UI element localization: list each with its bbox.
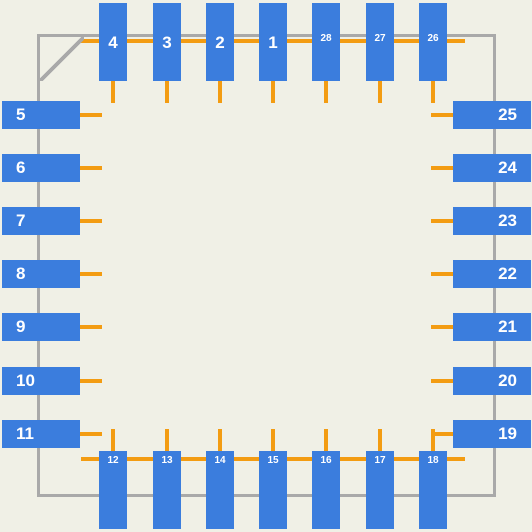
pad-label: 5 (16, 105, 25, 125)
pad-connector (80, 325, 102, 329)
pad-24: 24 (453, 154, 531, 182)
pad-label: 3 (162, 33, 171, 53)
pad-27: 27 (366, 3, 394, 81)
pad-connector (80, 272, 102, 276)
pad-connector (431, 113, 453, 117)
pad-connector (324, 429, 328, 451)
pad-connector (378, 81, 382, 103)
pin1-marker (40, 37, 84, 81)
pad-connector (431, 219, 453, 223)
pad-label: 25 (498, 105, 517, 125)
pad-9: 9 (2, 313, 80, 341)
pad-label: 20 (498, 371, 517, 391)
pad-2: 2 (206, 3, 234, 81)
pad-label: 23 (498, 211, 517, 231)
pad-label: 7 (16, 211, 25, 231)
pad-label: 22 (498, 264, 517, 284)
pad-10: 10 (2, 367, 80, 395)
pad-connector (431, 429, 435, 451)
pad-connector (218, 429, 222, 451)
pad-label: 10 (16, 371, 35, 391)
pad-connector (80, 113, 102, 117)
pad-connector (165, 429, 169, 451)
pad-label: 17 (374, 455, 385, 466)
pad-connector (80, 379, 102, 383)
pad-label: 1 (268, 33, 277, 53)
pad-label: 8 (16, 264, 25, 284)
pad-21: 21 (453, 313, 531, 341)
pad-label: 27 (374, 33, 385, 44)
pad-label: 9 (16, 317, 25, 337)
pad-label: 26 (427, 33, 438, 44)
pad-label: 19 (498, 424, 517, 444)
pad-connector (80, 166, 102, 170)
pad-connector (111, 429, 115, 451)
pad-label: 16 (320, 455, 331, 466)
pad-13: 13 (153, 451, 181, 529)
pad-label: 12 (107, 455, 118, 466)
pad-connector (218, 81, 222, 103)
pad-17: 17 (366, 451, 394, 529)
pad-11: 11 (2, 420, 80, 448)
pad-label: 21 (498, 317, 517, 337)
pad-3: 3 (153, 3, 181, 81)
pad-1: 1 (259, 3, 287, 81)
package-body (37, 34, 496, 497)
pad-connector (431, 379, 453, 383)
pad-14: 14 (206, 451, 234, 529)
pad-5: 5 (2, 101, 80, 129)
pad-label: 24 (498, 158, 517, 178)
pad-label: 4 (108, 33, 117, 53)
pad-connector (271, 429, 275, 451)
pad-6: 6 (2, 154, 80, 182)
pad-12: 12 (99, 451, 127, 529)
pad-connector (378, 429, 382, 451)
pad-label: 18 (427, 455, 438, 466)
pad-20: 20 (453, 367, 531, 395)
pad-22: 22 (453, 260, 531, 288)
pad-4: 4 (99, 3, 127, 81)
pad-label: 28 (320, 33, 331, 44)
pad-connector (324, 81, 328, 103)
pad-connector (80, 432, 102, 436)
pad-18: 18 (419, 451, 447, 529)
pad-connector (165, 81, 169, 103)
pad-19: 19 (453, 420, 531, 448)
pad-8: 8 (2, 260, 80, 288)
pad-25: 25 (453, 101, 531, 129)
pad-connector (80, 219, 102, 223)
pad-label: 14 (214, 455, 225, 466)
pad-label: 15 (267, 455, 278, 466)
pad-15: 15 (259, 451, 287, 529)
pad-connector (431, 325, 453, 329)
pad-connector (271, 81, 275, 103)
pad-connector (431, 81, 435, 103)
pad-7: 7 (2, 207, 80, 235)
pad-connector (111, 81, 115, 103)
pad-label: 11 (16, 424, 34, 444)
pad-16: 16 (312, 451, 340, 529)
pad-23: 23 (453, 207, 531, 235)
pad-26: 26 (419, 3, 447, 81)
pad-label: 13 (161, 455, 172, 466)
pad-connector (431, 272, 453, 276)
pad-label: 6 (16, 158, 25, 178)
pad-label: 2 (215, 33, 224, 53)
pad-28: 28 (312, 3, 340, 81)
pad-connector (431, 166, 453, 170)
